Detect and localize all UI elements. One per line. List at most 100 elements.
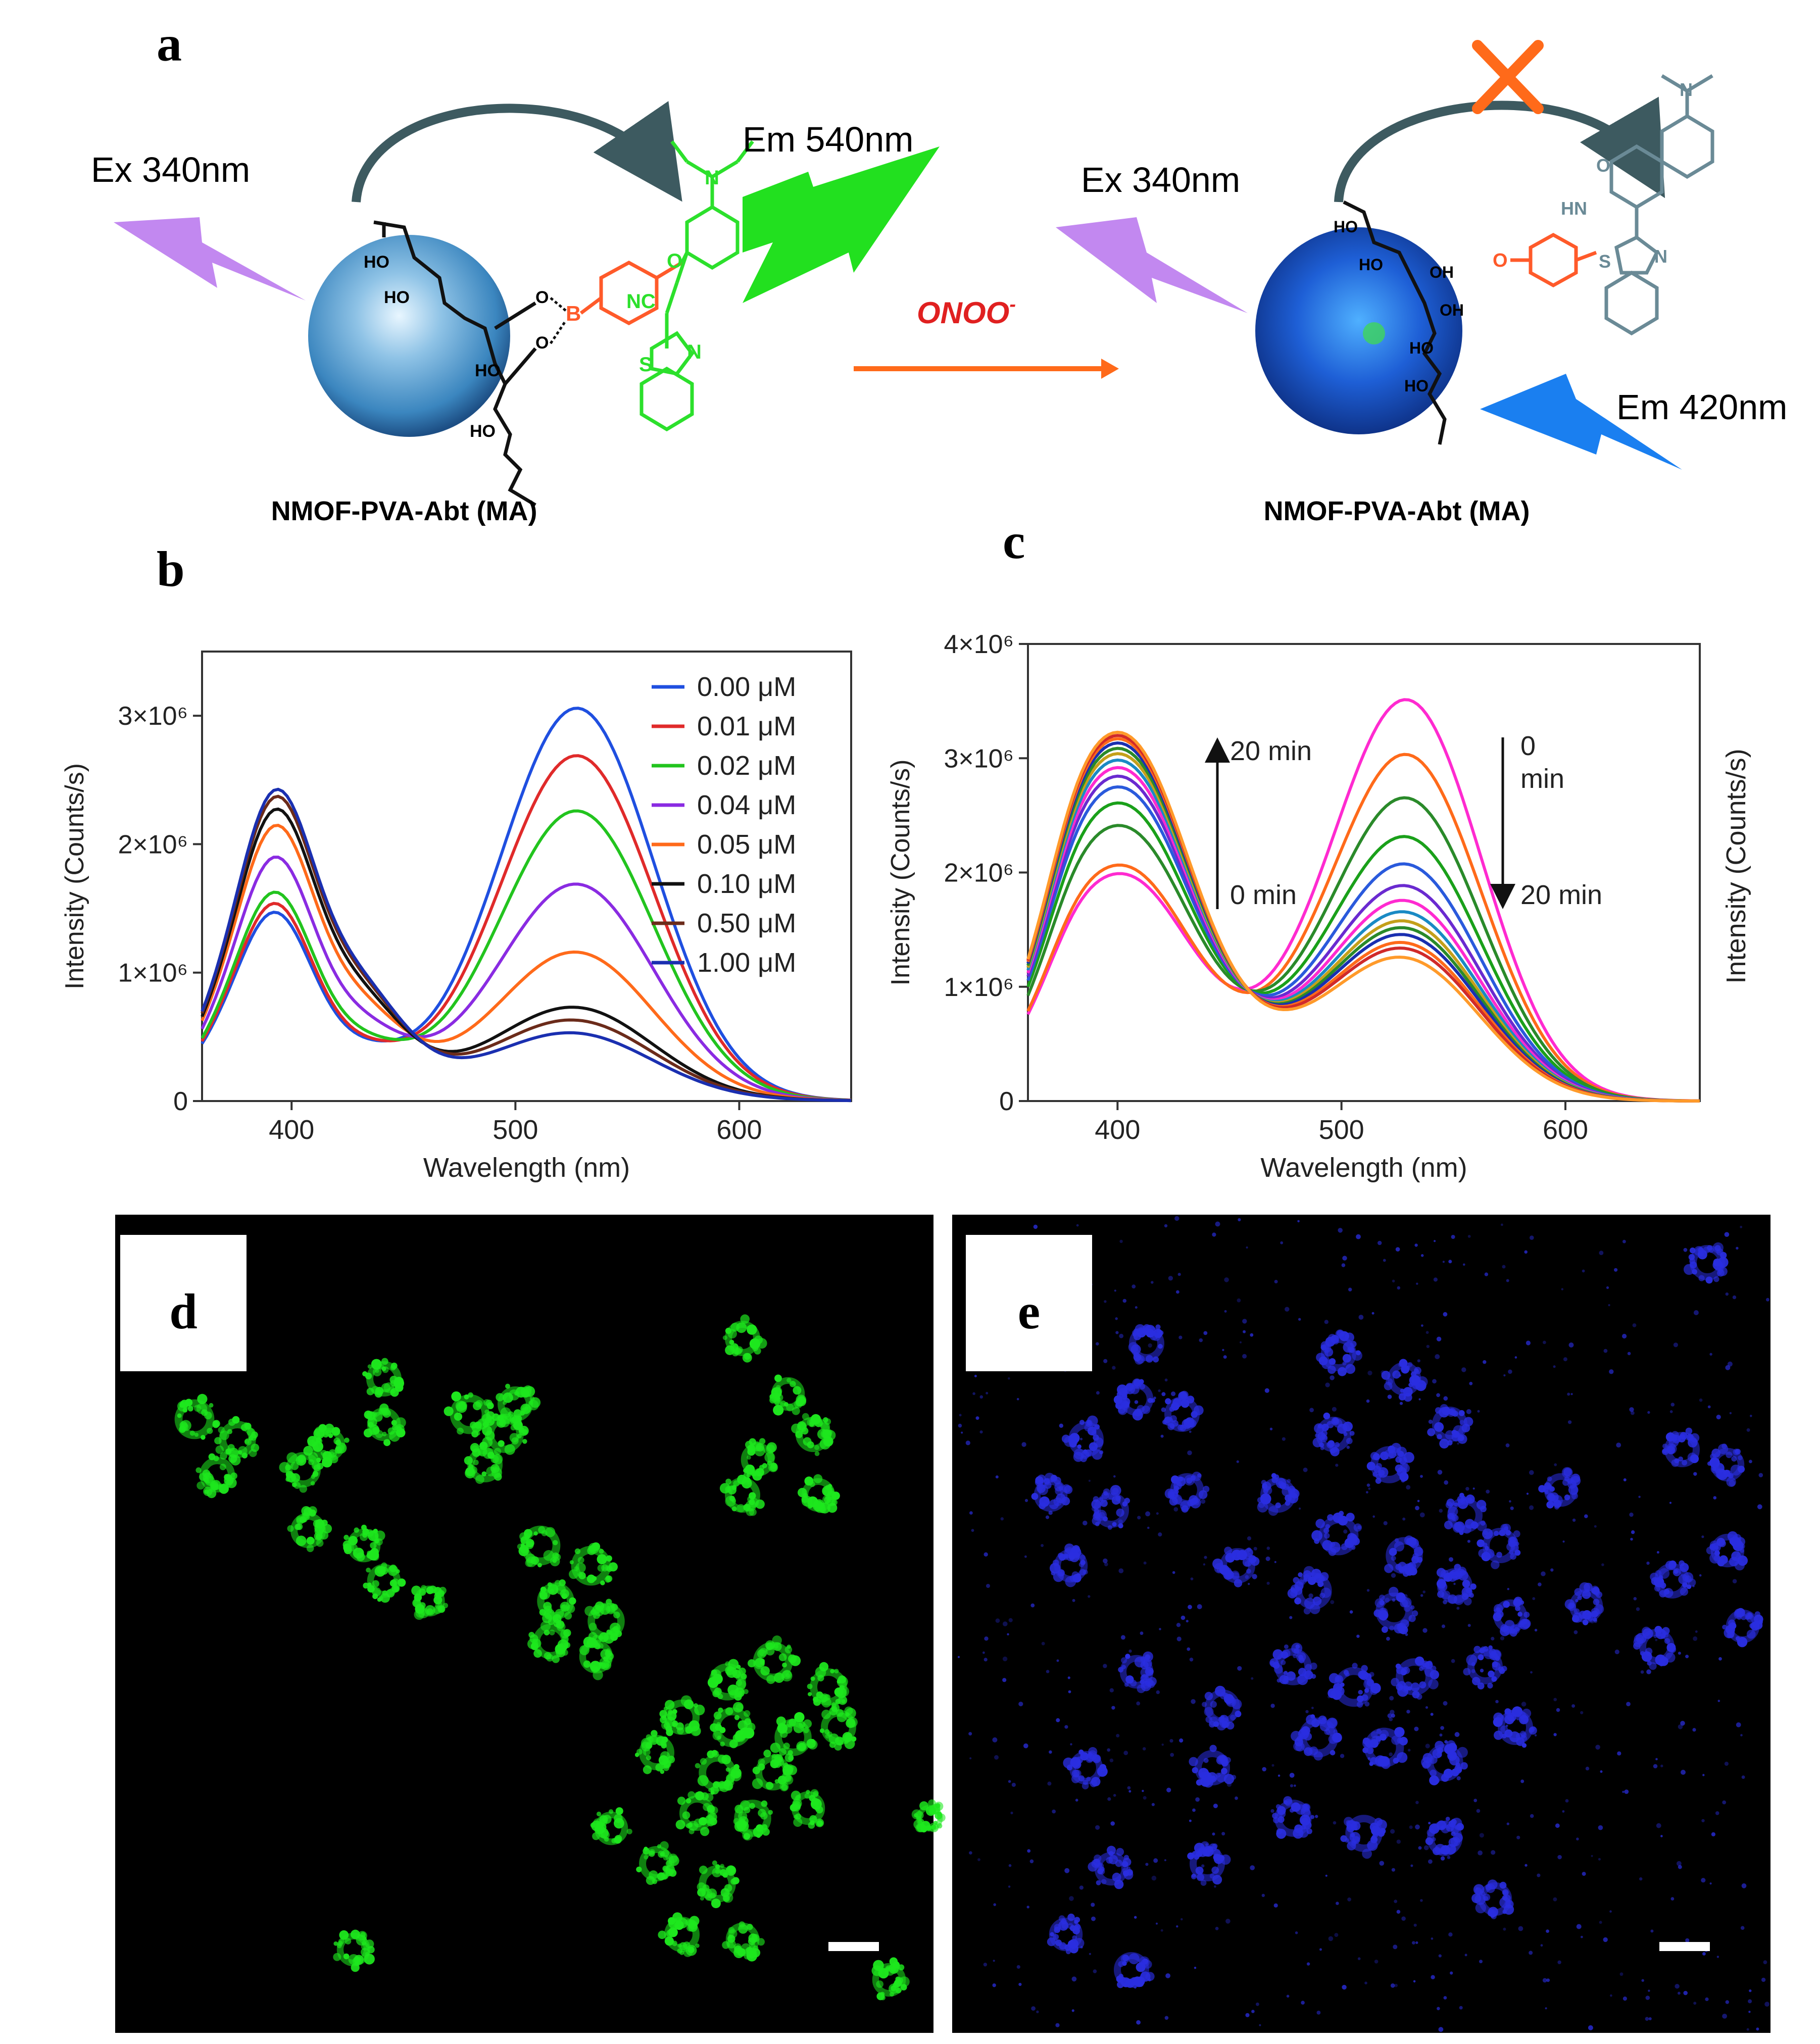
cell-dot <box>712 1860 717 1866</box>
panel-letter-a: a <box>157 16 182 72</box>
background-dot <box>1286 1995 1290 1998</box>
cell-ring <box>1295 1572 1332 1610</box>
reagent-superscript: - <box>1009 294 1016 315</box>
cell <box>342 1524 385 1563</box>
background-dot <box>1160 1434 1164 1438</box>
background-dot <box>1693 1310 1699 1315</box>
cell-dot <box>505 1383 510 1389</box>
background-dot <box>1669 1502 1671 1504</box>
cell <box>1381 1359 1428 1402</box>
cell <box>1538 1467 1581 1510</box>
cell <box>1493 1597 1531 1637</box>
background-dot <box>1030 1603 1035 1608</box>
background-dot <box>1374 1960 1379 1964</box>
background-dot <box>1104 1562 1108 1567</box>
background-dot <box>1408 1749 1411 1752</box>
cell <box>658 1912 700 1957</box>
cell <box>790 1789 825 1829</box>
cell-ring <box>699 1865 736 1903</box>
background-dot <box>1238 1218 1241 1222</box>
background-dot <box>1372 1515 1375 1518</box>
background-dot <box>1526 1340 1531 1345</box>
background-dot <box>1469 1381 1473 1385</box>
background-dot <box>1166 1787 1171 1792</box>
background-dot <box>1553 1897 1557 1902</box>
background-dot <box>1581 1935 1583 1938</box>
cell-ring <box>639 1846 674 1881</box>
cell-ring <box>1690 1245 1725 1280</box>
background-dot <box>1510 1506 1514 1510</box>
background-dot <box>1271 1764 1274 1767</box>
background-dot <box>1761 1977 1766 1982</box>
background-dot <box>1626 1702 1631 1707</box>
cell-ring <box>347 1528 381 1563</box>
cell <box>722 1314 767 1363</box>
background-dot <box>1516 1835 1520 1839</box>
background-dot <box>1520 1779 1524 1783</box>
background-dot <box>971 1529 974 1532</box>
cell-dot <box>935 1803 941 1809</box>
background-dot <box>1417 1359 1420 1363</box>
y-tick-label: 1×10⁶ <box>944 973 1014 1002</box>
background-dot <box>1140 1631 1144 1635</box>
cell-ring <box>679 1796 715 1831</box>
background-dot <box>1732 1295 1737 1300</box>
cell-ring <box>367 1564 401 1598</box>
background-dot <box>1118 1568 1124 1574</box>
cell <box>537 1579 576 1625</box>
cell <box>1287 1566 1332 1615</box>
background-dot <box>1422 1628 1428 1633</box>
cell-ring <box>571 1546 611 1586</box>
background-dot <box>1115 1331 1119 1334</box>
background-dot <box>1192 1808 1196 1812</box>
background-dot <box>1366 1483 1370 1487</box>
background-dot <box>1557 1855 1562 1860</box>
background-dot <box>1601 1563 1604 1566</box>
background-dot <box>979 1395 983 1399</box>
background-dot <box>993 1960 995 1962</box>
background-dot <box>1534 1628 1538 1632</box>
cell <box>1463 1645 1507 1690</box>
background-dot <box>982 1651 985 1654</box>
reagent-text: ONOO <box>917 296 1009 330</box>
background-dot <box>1648 1989 1650 1992</box>
background-dot <box>1072 1599 1075 1602</box>
background-dot <box>1705 1997 1709 2001</box>
background-dot <box>1395 1247 1400 1252</box>
cell <box>1113 1378 1155 1421</box>
background-dot <box>1215 1927 1219 1930</box>
background-dot <box>1701 1535 1704 1538</box>
cell <box>333 1929 375 1972</box>
background-dot <box>1608 1304 1610 1307</box>
panel-a: a Ex 340nm HO HO HO HO O O B <box>91 16 1787 526</box>
background-dot <box>1259 2024 1261 2026</box>
background-dot <box>1491 1850 1496 1855</box>
series-line <box>1026 766 1700 1103</box>
background-dot <box>1011 1782 1016 1787</box>
background-dot <box>1465 1487 1469 1491</box>
background-dot <box>974 1375 977 1377</box>
n-label: N <box>687 341 702 363</box>
green-probe-labels: N O NC S N <box>626 167 719 376</box>
chem-labels-left: HO HO HO HO O O <box>364 253 549 441</box>
cell-ring <box>725 1477 760 1513</box>
background-dot <box>1546 1929 1550 1933</box>
background-dot <box>1136 1701 1141 1706</box>
cell-ring <box>1316 1417 1351 1452</box>
background-dot <box>1746 1428 1750 1432</box>
background-dot <box>1669 1410 1673 1413</box>
background-dot <box>1047 1781 1052 1786</box>
background-dot <box>1646 1561 1650 1565</box>
cell-dot <box>841 1699 846 1704</box>
cell-ring <box>753 1641 793 1682</box>
background-dot <box>1420 1475 1423 1478</box>
cell-ring <box>366 1361 402 1397</box>
label-right: NMOF-PVA-Abt (MA) <box>1264 496 1530 526</box>
background-dot <box>1599 1251 1604 1256</box>
background-dot <box>1301 2001 1305 2005</box>
background-dot <box>1722 2014 1728 2019</box>
cell <box>1312 1412 1355 1457</box>
background-dot <box>1285 1307 1290 1312</box>
background-dot <box>1518 1926 1523 1931</box>
background-dot <box>1299 1507 1301 1510</box>
